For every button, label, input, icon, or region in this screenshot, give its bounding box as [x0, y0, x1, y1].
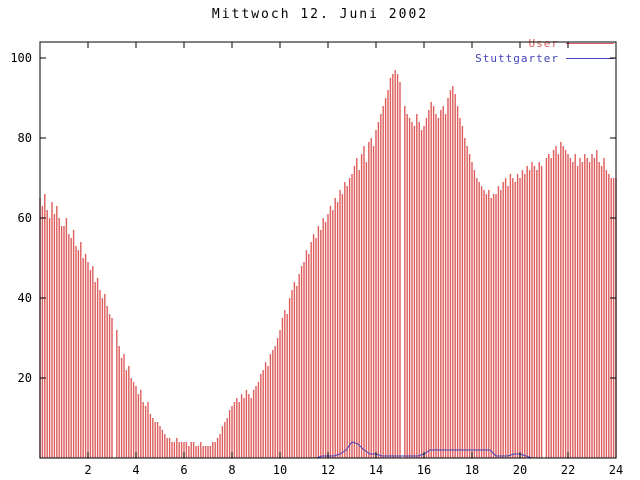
x-tick-label: 6 — [180, 463, 187, 477]
x-tick-label: 12 — [321, 463, 335, 477]
chart-title: Mittwoch 12. Juni 2002 — [211, 7, 429, 22]
x-tick-label: 18 — [465, 463, 479, 477]
legend: User Stuttgarter — [475, 36, 614, 66]
y-tick-label: 20 — [18, 371, 32, 385]
legend-line-sample-stuttgarter — [566, 58, 614, 59]
x-tick-label: 4 — [132, 463, 139, 477]
y-tick-label: 80 — [18, 131, 32, 145]
x-tick-label: 20 — [513, 463, 527, 477]
y-tick-label: 40 — [18, 291, 32, 305]
x-tick-label: 16 — [417, 463, 431, 477]
legend-item-stuttgarter: Stuttgarter — [475, 51, 614, 66]
legend-line-sample-user — [566, 43, 614, 44]
x-tick-label: 2 — [84, 463, 91, 477]
legend-label-stuttgarter: Stuttgarter — [475, 52, 559, 65]
x-tick-label: 14 — [369, 463, 383, 477]
y-tick-label: 60 — [18, 211, 32, 225]
x-tick-label: 22 — [561, 463, 575, 477]
legend-label-user: User — [528, 37, 559, 50]
y-tick-label: 100 — [10, 51, 32, 65]
x-tick-label: 8 — [228, 463, 235, 477]
x-tick-label: 10 — [273, 463, 287, 477]
x-tick-label: 24 — [609, 463, 623, 477]
legend-item-user: User — [475, 36, 614, 51]
